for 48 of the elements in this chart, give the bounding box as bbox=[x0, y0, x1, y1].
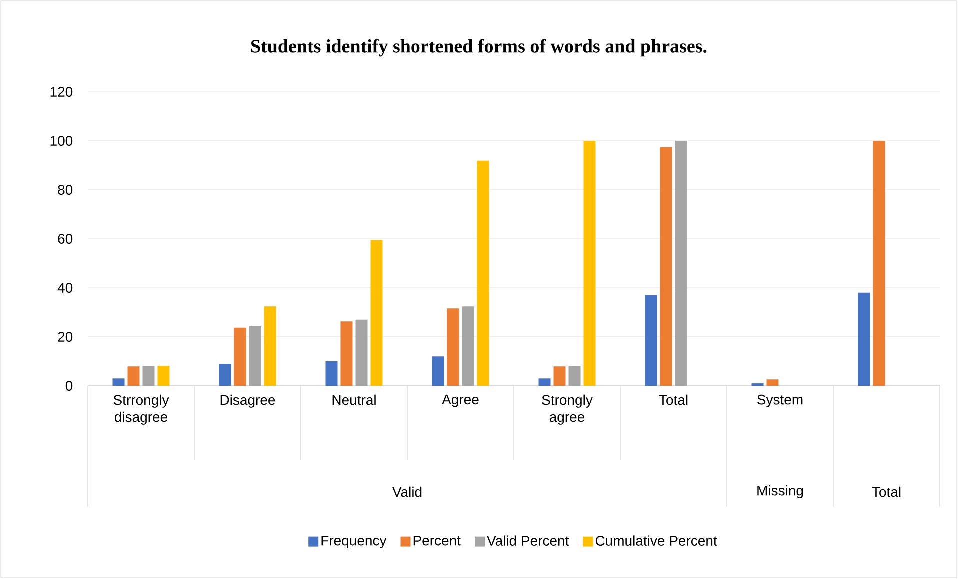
bar bbox=[675, 141, 688, 386]
x-tick-label: Agree bbox=[442, 394, 479, 408]
legend-label: Cumulative Percent bbox=[596, 536, 718, 546]
x-tick-label: Neutral bbox=[332, 394, 376, 406]
text: Valid bbox=[392, 486, 422, 498]
y-tick-label: 0 bbox=[66, 381, 73, 391]
bar bbox=[356, 320, 368, 386]
x-tick-label: Total bbox=[659, 394, 688, 406]
bar bbox=[249, 326, 262, 386]
bar bbox=[462, 306, 474, 386]
legend-label: Frequency bbox=[322, 536, 387, 548]
bar bbox=[219, 364, 232, 386]
text: Missing bbox=[758, 485, 804, 499]
bar bbox=[370, 240, 383, 386]
bar bbox=[584, 141, 596, 386]
bar bbox=[554, 366, 566, 386]
bar bbox=[158, 366, 170, 386]
bar bbox=[326, 362, 338, 386]
bar bbox=[873, 141, 886, 386]
x-tick-label: Disagree bbox=[220, 394, 276, 408]
y-tick-label: 80 bbox=[58, 185, 73, 195]
bar bbox=[264, 306, 276, 386]
bar bbox=[538, 378, 551, 386]
bar bbox=[766, 380, 779, 386]
bar bbox=[645, 295, 658, 386]
bar bbox=[340, 322, 353, 386]
bar bbox=[858, 292, 870, 386]
y-tick-label: 40 bbox=[58, 283, 73, 293]
x-tick-label: Strrongly disagree bbox=[114, 394, 170, 425]
bar bbox=[660, 147, 672, 386]
x-tick-label: Strongly agree bbox=[542, 394, 593, 425]
y-tick-label: 100 bbox=[50, 136, 73, 146]
bar bbox=[234, 328, 246, 386]
x-tick-label: System bbox=[758, 394, 803, 408]
bar bbox=[142, 366, 155, 386]
y-tick-label: 120 bbox=[50, 87, 73, 97]
bar bbox=[477, 160, 490, 386]
y-tick-label: 20 bbox=[58, 332, 73, 342]
bar bbox=[447, 308, 460, 386]
legend-label: Percent bbox=[414, 536, 461, 546]
text: Total bbox=[872, 486, 901, 498]
bar bbox=[432, 356, 444, 386]
bar bbox=[112, 378, 125, 386]
chart-title: Students identify shortened forms of words and phrases. bbox=[251, 39, 707, 57]
bar bbox=[128, 366, 140, 386]
y-tick-label: 60 bbox=[58, 234, 73, 244]
bar bbox=[568, 366, 581, 386]
legend-label: Valid Percent bbox=[487, 536, 570, 546]
